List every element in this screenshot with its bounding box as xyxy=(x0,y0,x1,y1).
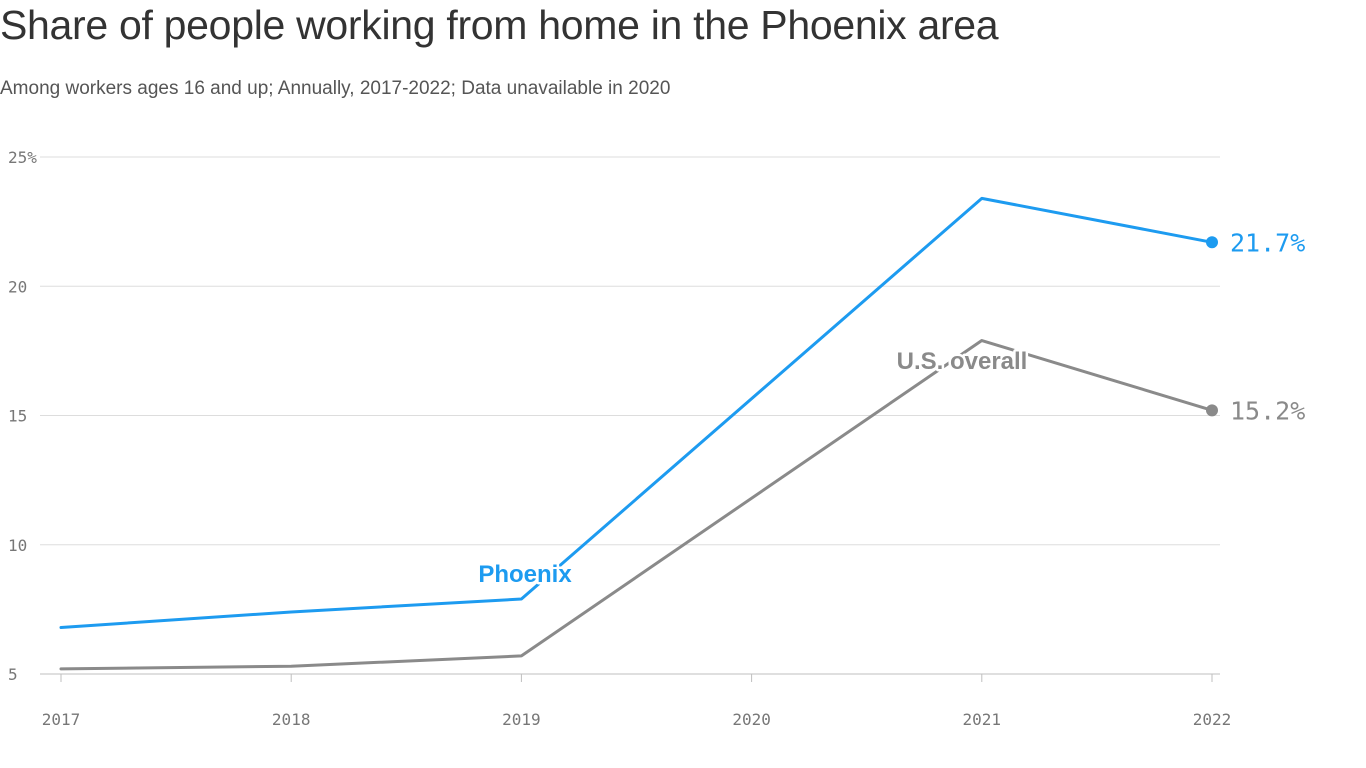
chart-title: Share of people working from home in the… xyxy=(0,2,999,48)
end-label-u-s-overall: 15.2% xyxy=(1230,396,1305,425)
x-axis-ticks: 2017 2018 2019 2020 2021 2022 xyxy=(42,674,1232,729)
series-label-phoenix: Phoenix xyxy=(478,561,572,588)
x-tick-label: 2017 xyxy=(42,710,81,729)
gridlines xyxy=(40,156,1220,675)
series-label-u-s-overall: U.S. overall xyxy=(897,348,1028,375)
x-tick-label: 2018 xyxy=(272,710,311,729)
endpoint-u-s-overall xyxy=(1206,404,1218,417)
series-lines xyxy=(59,196,1218,671)
end-label-phoenix: 21.7% xyxy=(1230,228,1305,257)
y-tick-label: 25% xyxy=(8,148,37,167)
line-phoenix xyxy=(59,196,1214,629)
line-u-s-overall xyxy=(59,339,1214,671)
y-tick-label: 5 xyxy=(8,665,18,684)
chart-subtitle: Among workers ages 16 and up; Annually, … xyxy=(0,78,671,99)
x-tick-label: 2022 xyxy=(1193,710,1232,729)
y-axis-ticks: 5 10 15 20 25% xyxy=(8,148,37,684)
x-tick-label: 2020 xyxy=(732,710,771,729)
endpoint-phoenix xyxy=(1206,236,1218,249)
x-tick-label: 2019 xyxy=(502,710,541,729)
y-tick-label: 20 xyxy=(8,277,27,296)
y-tick-label: 10 xyxy=(8,536,27,555)
series-labels: 21.7% 15.2% Phoenix U.S. overall xyxy=(476,228,1305,590)
y-tick-label: 15 xyxy=(8,407,27,426)
x-tick-label: 2021 xyxy=(963,710,1002,729)
